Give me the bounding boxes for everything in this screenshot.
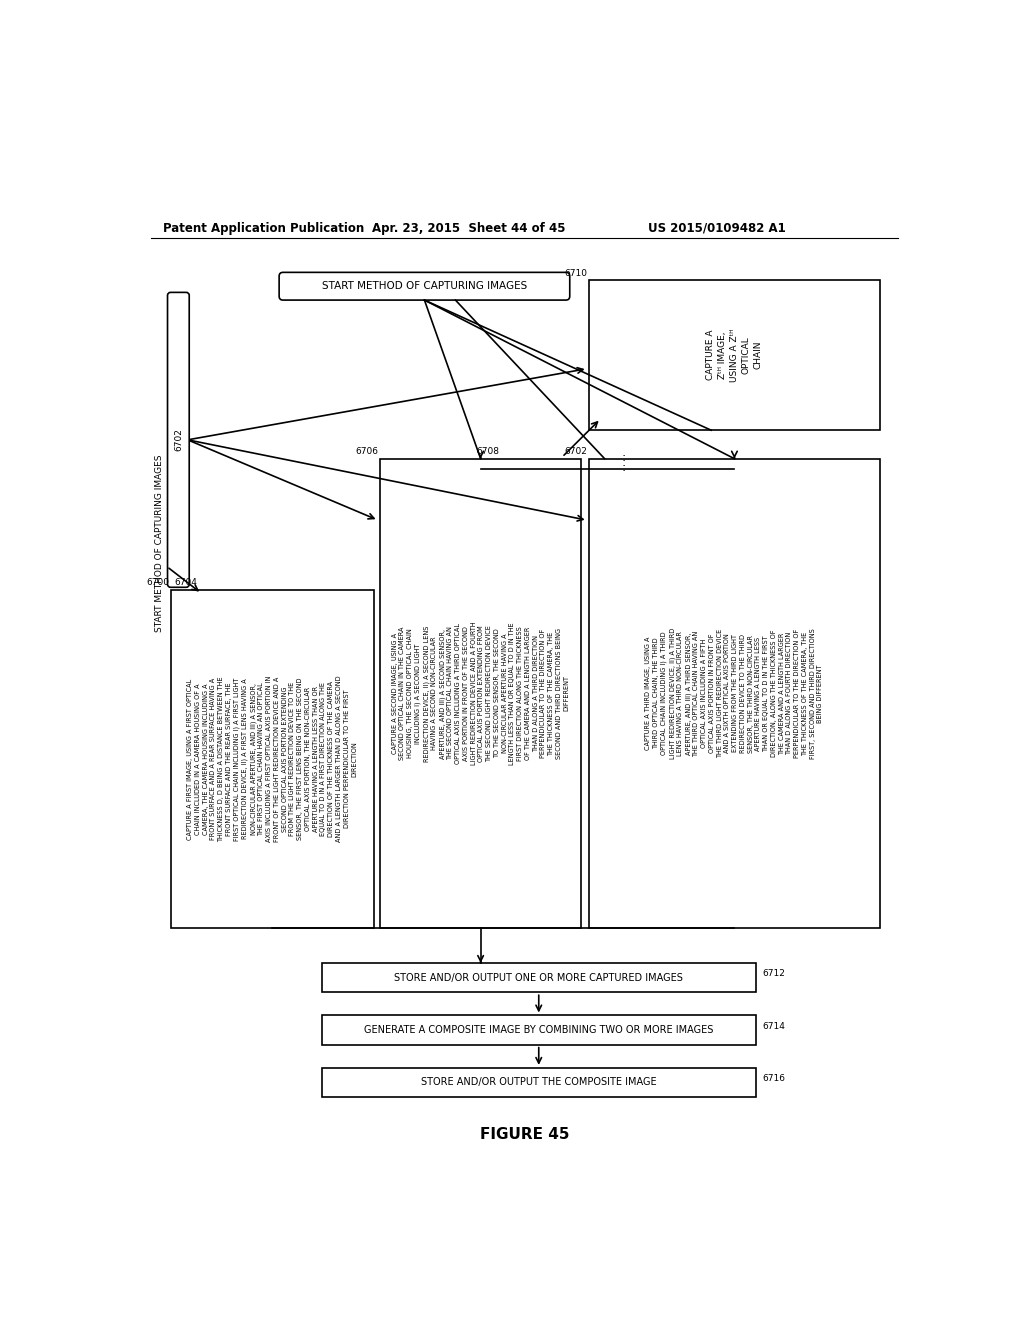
Text: GENERATE A COMPOSITE IMAGE BY COMBINING TWO OR MORE IMAGES: GENERATE A COMPOSITE IMAGE BY COMBINING … — [365, 1026, 714, 1035]
Text: CAPTURE A
Zᵗᴴ IMAGE,
USING A Zᵗᴴ
OPTICAL
CHAIN: CAPTURE A Zᵗᴴ IMAGE, USING A Zᵗᴴ OPTICAL… — [707, 329, 763, 381]
Text: Patent Application Publication: Patent Application Publication — [163, 222, 365, 235]
Text: US 2015/0109482 A1: US 2015/0109482 A1 — [648, 222, 785, 235]
Text: Apr. 23, 2015  Sheet 44 of 45: Apr. 23, 2015 Sheet 44 of 45 — [373, 222, 565, 235]
Text: FIGURE 45: FIGURE 45 — [480, 1127, 569, 1142]
Bar — [322, 964, 756, 993]
Text: 6714: 6714 — [762, 1022, 784, 1031]
Text: STORE AND/OR OUTPUT THE COMPOSITE IMAGE: STORE AND/OR OUTPUT THE COMPOSITE IMAGE — [421, 1077, 656, 1088]
Text: 6716: 6716 — [762, 1074, 785, 1082]
Text: :: : — [622, 461, 626, 474]
Text: STORE AND/OR OUTPUT ONE OR MORE CAPTURED IMAGES: STORE AND/OR OUTPUT ONE OR MORE CAPTURED… — [394, 973, 683, 982]
Text: CAPTURE A THIRD IMAGE, USING A
THIRD OPTICAL CHAIN, THE THIRD
OPTICAL CHAIN INCL: CAPTURE A THIRD IMAGE, USING A THIRD OPT… — [645, 628, 823, 759]
Text: 6702: 6702 — [174, 429, 183, 451]
Text: 6702: 6702 — [564, 447, 588, 457]
Text: 6700: 6700 — [146, 578, 169, 587]
Text: START METHOD OF CAPTURING IMAGES: START METHOD OF CAPTURING IMAGES — [322, 281, 527, 292]
Text: 6712: 6712 — [762, 969, 784, 978]
Bar — [322, 1015, 756, 1044]
Text: 6706: 6706 — [355, 447, 378, 457]
Bar — [171, 590, 374, 928]
Text: 6704: 6704 — [174, 578, 198, 587]
Text: 6710: 6710 — [564, 269, 588, 277]
Text: START METHOD OF CAPTURING IMAGES: START METHOD OF CAPTURING IMAGES — [155, 454, 164, 632]
Text: 6708: 6708 — [477, 447, 500, 457]
Bar — [589, 280, 880, 430]
FancyBboxPatch shape — [168, 293, 189, 587]
Bar — [380, 459, 582, 928]
Bar — [322, 1068, 756, 1097]
Text: CAPTURE A SECOND IMAGE, USING A
SECOND OPTICAL CHAIN IN THE CAMERA
HOUSING, THE : CAPTURE A SECOND IMAGE, USING A SECOND O… — [391, 622, 569, 766]
Bar — [589, 459, 880, 928]
FancyBboxPatch shape — [280, 272, 569, 300]
Text: :: : — [622, 450, 626, 463]
Text: CAPTURE A FIRST IMAGE, USING A FIRST OPTICAL
CHAIN INCLUDED IN A CAMERA HOUSING : CAPTURE A FIRST IMAGE, USING A FIRST OPT… — [187, 676, 357, 842]
